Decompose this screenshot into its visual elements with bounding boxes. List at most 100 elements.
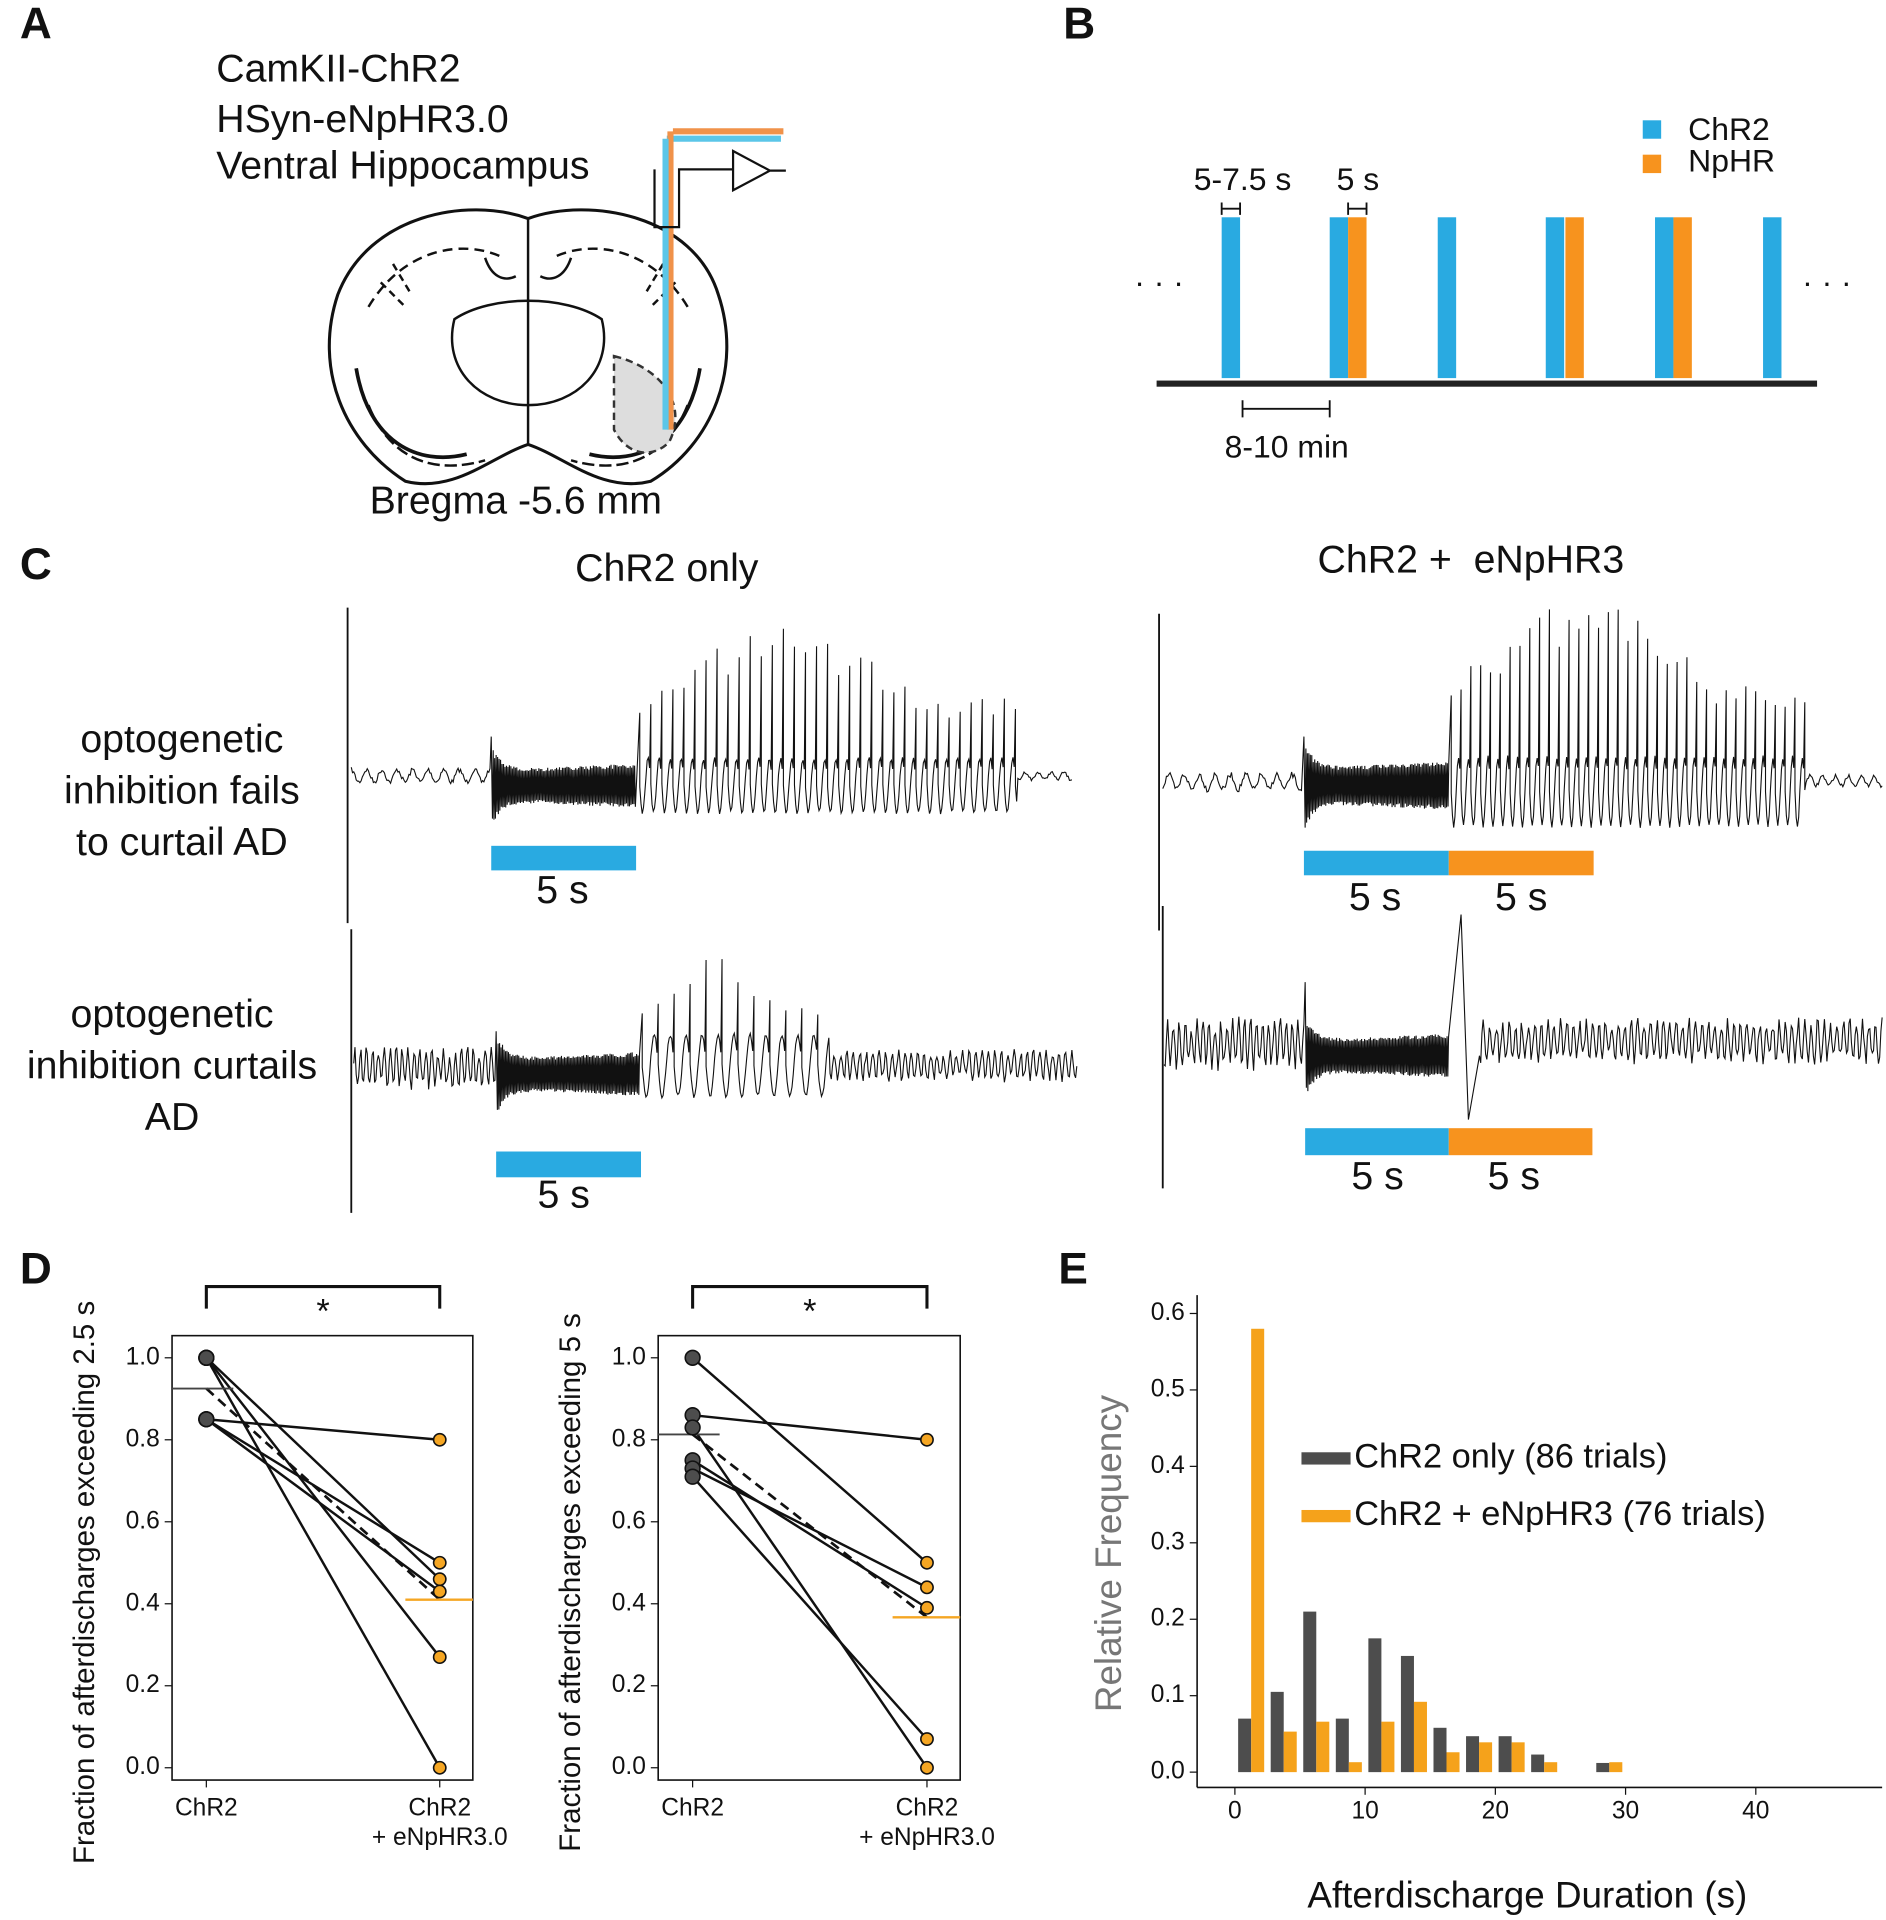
- y-axis-label: Fraction of afterdischarges exceeding 2.…: [68, 1301, 101, 1864]
- x-tick-label: 0: [1228, 1797, 1242, 1824]
- column-title: ChR2 only: [575, 546, 759, 590]
- light-bar: [496, 1151, 642, 1178]
- data-point: [432, 1572, 447, 1587]
- light-bar: [1448, 850, 1594, 876]
- eeg-trace: [1162, 609, 1883, 828]
- pulse: [1348, 217, 1367, 379]
- data-point: [920, 1432, 934, 1447]
- pulse: [1763, 217, 1782, 379]
- pair-line: [691, 1426, 928, 1769]
- mean-line: [205, 1387, 441, 1601]
- y-tick-label: 0.4: [126, 1589, 160, 1616]
- brackets: [1220, 202, 1368, 418]
- pair-line: [205, 1356, 441, 1581]
- panel-label: A: [20, 0, 52, 49]
- bar: [1609, 1762, 1623, 1773]
- bar: [1335, 1718, 1349, 1773]
- bar: [1348, 1762, 1362, 1773]
- pulse: [1565, 217, 1584, 379]
- y-tick-label: 1.0: [612, 1343, 646, 1370]
- data-point: [198, 1349, 215, 1366]
- y-axis-label: Fraction of afterdischarges exceeding 5 …: [554, 1313, 587, 1852]
- panel-label: D: [20, 1244, 52, 1293]
- x-tick-label: ChR2: [661, 1795, 724, 1822]
- interval-label: 8-10 min: [1225, 429, 1349, 465]
- pair-line: [692, 1413, 928, 1442]
- duration-label: 5 s: [1495, 875, 1547, 919]
- bar: [1596, 1762, 1610, 1773]
- pulse-width-label: 5-7.5 s: [1194, 161, 1292, 197]
- legend-swatch: [1642, 120, 1662, 139]
- bar: [1238, 1718, 1252, 1773]
- legend-swatch: [1642, 154, 1662, 174]
- y-tick-label: 0.0: [126, 1753, 160, 1780]
- x-axis-label: Afterdischarge Duration (s): [1307, 1875, 1747, 1916]
- x-tick-label: ChR2 + eNpHR3.0: [859, 1795, 995, 1851]
- bar: [1498, 1736, 1512, 1773]
- bar: [1368, 1638, 1382, 1773]
- y-tick-label: 1.0: [126, 1343, 160, 1370]
- y-tick-label: 0.6: [1151, 1299, 1185, 1326]
- pair-line: [691, 1356, 928, 1564]
- bar: [1544, 1762, 1558, 1773]
- y-axis-label: Relative Frequency: [1088, 1394, 1129, 1712]
- construct-label: CamKII-ChR2: [216, 47, 460, 91]
- pair-line: [205, 1418, 441, 1564]
- data-point: [432, 1760, 447, 1775]
- y-tick-label: 0.6: [126, 1507, 160, 1534]
- data-point: [684, 1419, 701, 1436]
- significance-bracket: [691, 1285, 929, 1309]
- legend-label: ChR2 only (86 trials): [1354, 1437, 1667, 1475]
- data-point: [920, 1760, 934, 1775]
- row-label: AD: [145, 1095, 200, 1139]
- x-tick-label: ChR2: [175, 1795, 238, 1822]
- plot-frame: [171, 1334, 474, 1781]
- bar: [1400, 1655, 1414, 1773]
- region-label: Ventral Hippocampus: [216, 144, 589, 188]
- duration-label: 5 s: [1488, 1154, 1540, 1198]
- y-tick-label: 0.2: [1151, 1605, 1185, 1632]
- row-label: inhibition fails: [64, 768, 300, 812]
- y-tick-label: 0.5: [1151, 1375, 1185, 1402]
- y-tick-label: 0.8: [126, 1425, 160, 1452]
- bar: [1466, 1736, 1480, 1773]
- x-tick-label: 40: [1742, 1797, 1769, 1824]
- data-point: [920, 1580, 934, 1595]
- pair-line: [691, 1459, 928, 1609]
- duration-label: 5 s: [536, 868, 588, 912]
- plot-frame: [657, 1334, 961, 1781]
- panel-label: B: [1063, 0, 1095, 49]
- y-tick-label: 0.4: [1151, 1452, 1185, 1479]
- x-tick-label: 20: [1482, 1797, 1509, 1824]
- y-tick-label: 0.0: [1151, 1758, 1185, 1785]
- pulse: [1437, 217, 1457, 379]
- pair-line: [205, 1418, 441, 1593]
- y-tick-label: 0.3: [1151, 1528, 1185, 1555]
- bar: [1446, 1752, 1460, 1773]
- x-tick-label: 30: [1612, 1797, 1639, 1824]
- pulse: [1655, 217, 1674, 379]
- pulse-width-label: 5 s: [1337, 161, 1380, 197]
- timeline: [1156, 380, 1818, 387]
- ellipsis: · · ·: [1802, 264, 1852, 300]
- data-point: [920, 1600, 934, 1615]
- row-label: to curtail AD: [76, 820, 288, 864]
- duration-label: 5 s: [1349, 875, 1401, 919]
- bregma-label: Bregma -5.6 mm: [370, 479, 662, 523]
- eeg-trace: [350, 628, 1073, 820]
- significance-bracket: [204, 1285, 442, 1309]
- bar: [1531, 1754, 1545, 1773]
- protocol-diagram: [1156, 217, 1818, 387]
- legend-swatch: [1301, 1452, 1351, 1465]
- data-point: [432, 1432, 447, 1447]
- pair-line: [691, 1475, 928, 1740]
- significance-label: *: [316, 1293, 329, 1331]
- data-point: [920, 1555, 934, 1570]
- traces: [350, 609, 1883, 1120]
- bar: [1479, 1742, 1493, 1773]
- legend-label: NpHR: [1688, 143, 1775, 179]
- light-bar: [1303, 850, 1449, 876]
- pulse: [1673, 217, 1692, 379]
- y-tick-label: 0.4: [612, 1589, 646, 1616]
